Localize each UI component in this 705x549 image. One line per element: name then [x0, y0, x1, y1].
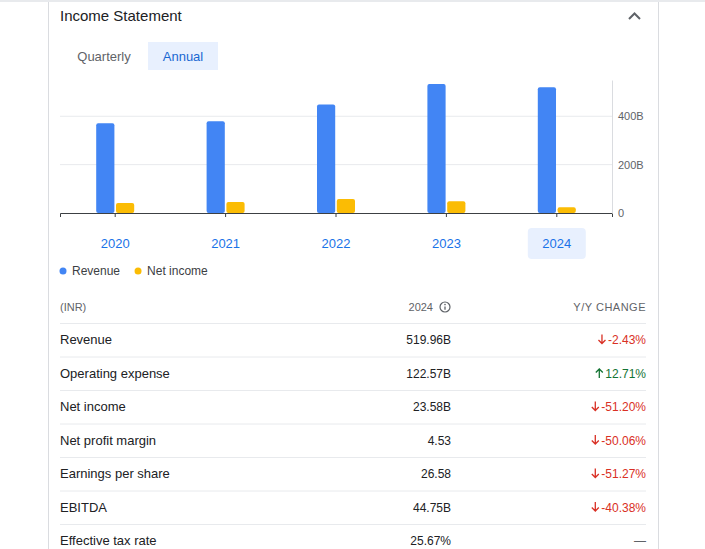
bar [558, 207, 576, 213]
legend-swatch [60, 268, 67, 275]
x-tick-mark [115, 213, 116, 217]
row-value: 122.57B [406, 367, 451, 381]
x-tick: 2021 [211, 213, 240, 251]
table: (INR) 2024 Y/Y CHANGE Revenue 519.96B -2.43% O… [60, 301, 646, 548]
row-separator [60, 424, 646, 425]
y-tick: 0 [612, 207, 624, 219]
row-label: Earnings per share [60, 466, 170, 481]
row-separator [60, 491, 646, 492]
row-label: Net income [60, 399, 126, 414]
legend: Revenue Net income [60, 264, 209, 278]
bar [447, 201, 465, 213]
table-header: Y/Y CHANGE [573, 301, 646, 313]
arrow-up [596, 369, 603, 378]
bar [337, 199, 355, 213]
category-highlight [528, 228, 586, 259]
bar [226, 202, 244, 213]
x-tick: 2023 [432, 213, 461, 251]
bars [96, 84, 576, 213]
row-change: -51.20% [601, 400, 646, 414]
tab-selected-bg [148, 42, 218, 70]
table-header: (INR) [60, 301, 86, 313]
x-tick: 2020 [101, 213, 130, 251]
x-tick-label: 2021 [211, 236, 240, 251]
bar [96, 123, 114, 213]
grid-line [60, 164, 612, 165]
top-shadow [0, 0, 705, 2]
row-label: Revenue [60, 332, 112, 347]
x-tick-mark [225, 213, 226, 217]
x-tick: 2024 [542, 213, 571, 251]
arrow-down [592, 402, 599, 411]
legend-label: Revenue [72, 264, 120, 278]
arrow-down [592, 502, 599, 511]
y-axis-line [612, 81, 613, 214]
row-label: Net profit margin [60, 433, 156, 448]
grid-line [60, 116, 612, 117]
y-axis: 0 200B 400B [612, 81, 644, 220]
x-axis-line [61, 214, 613, 218]
collapse-chevron[interactable] [629, 14, 640, 20]
x-tick-label: 2020 [101, 236, 130, 251]
row-value: 519.96B [406, 333, 451, 347]
row-label: EBITDA [60, 500, 107, 515]
row-value: 4.53 [428, 434, 452, 448]
y-tick: 200B [612, 159, 644, 171]
row-value: 23.58B [413, 400, 451, 414]
row-change: -51.27% [601, 467, 646, 481]
arrow-down [598, 335, 605, 344]
row-label: Operating expense [60, 366, 170, 381]
y-tick: 400B [612, 110, 644, 122]
row-separator [60, 357, 646, 358]
y-tick-label: 0 [618, 207, 624, 219]
x-tick-label: 2024 [542, 236, 571, 251]
row-change: 12.71% [605, 367, 646, 381]
info-icon-stem [444, 307, 445, 310]
card [49, 0, 659, 549]
info-icon-dot [444, 304, 446, 306]
row-change: -2.43% [608, 333, 646, 347]
row-value: 25.67% [410, 534, 451, 548]
bar [207, 121, 225, 213]
page: Income StatementQuarterlyAnnual202020212… [0, 0, 705, 549]
row-value: 44.75B [413, 501, 451, 515]
x-tick: 2022 [322, 213, 351, 251]
row-separator [60, 323, 646, 324]
tab[interactable]: Annual [163, 49, 204, 64]
arrow-down [592, 435, 599, 444]
row-separator [60, 390, 646, 391]
bar [317, 104, 335, 213]
arrow-down [592, 469, 599, 478]
x-tick-mark [446, 213, 447, 217]
x-tick-mark [556, 213, 557, 217]
tab[interactable]: Quarterly [77, 49, 131, 64]
row-separator [60, 524, 646, 525]
info-icon[interactable] [440, 302, 450, 312]
header-title: Income Statement [60, 7, 183, 24]
y-tick-label: 200B [618, 159, 644, 171]
table-header: 2024 [409, 301, 433, 313]
info-icon-ring [440, 302, 450, 312]
legend-label: Net income [147, 264, 208, 278]
row-value: 26.58 [421, 467, 451, 481]
x-tick-label: 2022 [322, 236, 351, 251]
x-axis: 2020 2021 2022 2023 2024 [61, 213, 613, 251]
x-tick-label: 2023 [432, 236, 461, 251]
row-change: -40.38% [601, 501, 646, 515]
row-label: Effective tax rate [60, 533, 157, 548]
bar [116, 203, 134, 213]
row-change: -50.06% [601, 434, 646, 448]
bar [427, 84, 445, 213]
income-statement: Income StatementQuarterlyAnnual202020212… [0, 0, 705, 549]
x-tick-mark [336, 213, 337, 217]
grid [60, 116, 612, 164]
row-change: — [634, 534, 646, 548]
legend-swatch [135, 268, 142, 275]
bar [538, 87, 556, 213]
row-separator [60, 457, 646, 458]
y-tick-label: 400B [618, 110, 644, 122]
